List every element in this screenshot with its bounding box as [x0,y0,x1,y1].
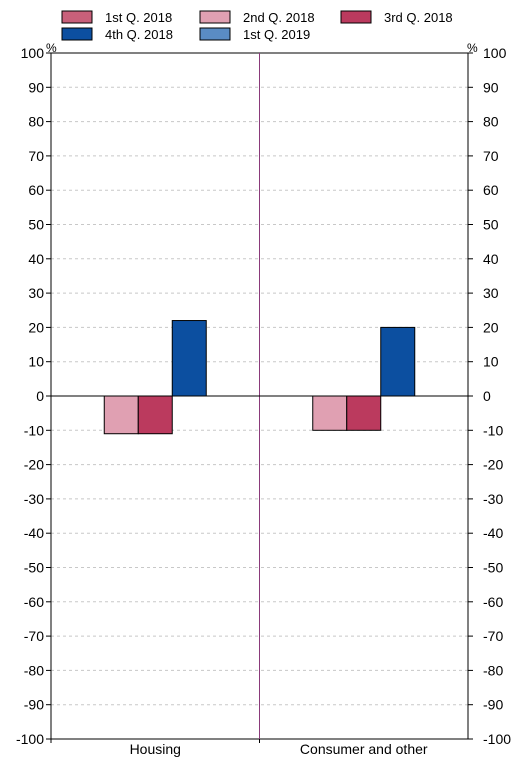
y-tick-label-right: 20 [483,319,499,335]
bar [137,395,173,435]
y-tick-label-left: -60 [24,594,44,610]
y-tick-label-right: -40 [483,525,503,541]
legend-label: 1st Q. 2019 [243,27,310,42]
y-tick-label-left: -10 [24,422,44,438]
y-tick-label-left: -50 [24,560,44,576]
y-tick-label-right: -50 [483,560,503,576]
y-tick-label-left: -100 [16,731,44,747]
y-tick-label-left: 50 [28,217,44,233]
y-tick-label-right: -60 [483,594,503,610]
y-tick-label-left: 30 [28,285,44,301]
y-tick-label-right: 0 [483,388,491,404]
bar [346,395,382,431]
y-tick-label-right: -30 [483,491,503,507]
y-tick-label-left: 70 [28,148,44,164]
y-tick-label-left: 90 [28,79,44,95]
y-tick-label-right: -10 [483,422,503,438]
y-tick-label-left: 0 [36,388,44,404]
y-tick-label-right: 80 [483,114,499,130]
bar [171,320,207,397]
y-tick-label-left: 80 [28,114,44,130]
y-tick-label-left: 60 [28,182,44,198]
y-tick-label-left: 40 [28,251,44,267]
y-tick-label-right: -20 [483,457,503,473]
legend-label: 3rd Q. 2018 [384,10,453,25]
y-tick-label-right: 30 [483,285,499,301]
bars [103,320,416,435]
y-tick-label-left: -80 [24,662,44,678]
y-tick-label-right: 40 [483,251,499,267]
y-tick-label-left: 10 [28,354,44,370]
y-tick-label-left: -20 [24,457,44,473]
legend-label: 1st Q. 2018 [105,10,172,25]
y-tick-label-right: -80 [483,662,503,678]
legend-swatch [199,10,231,24]
y-tick-label-left: -30 [24,491,44,507]
x-tick-label: Consumer and other [300,741,428,757]
y-tick-label-right: -100 [483,731,511,747]
y-tick-label-right: -70 [483,628,503,644]
y-tick-label-left: -40 [24,525,44,541]
y-tick-label-right: 90 [483,79,499,95]
y-unit-right: % [467,41,478,55]
bar [380,326,416,397]
y-tick-label-left: 100 [21,45,45,61]
legend-swatch [340,10,372,24]
y-tick-label-right: 70 [483,148,499,164]
y-tick-label-left: 20 [28,319,44,335]
legend: 1st Q. 2018 2nd Q. 2018 3rd Q. 2018 4th Q. … [61,10,453,42]
legend-swatch [61,10,93,24]
y-unit-left: % [46,41,57,55]
legend-swatch [199,27,231,41]
y-tick-label-right: 60 [483,182,499,198]
y-tick-label-right: 10 [483,354,499,370]
x-tick-label: Housing [130,741,181,757]
legend-label: 2nd Q. 2018 [243,10,315,25]
bar [103,395,139,435]
bar [312,395,348,431]
y-tick-label-right: 100 [483,45,507,61]
y-tick-label-right: -90 [483,697,503,713]
legend-swatch [61,27,93,41]
legend-label: 4th Q. 2018 [105,27,173,42]
y-tick-label-right: 50 [483,217,499,233]
y-tick-label-left: -90 [24,697,44,713]
y-tick-label-left: -70 [24,628,44,644]
